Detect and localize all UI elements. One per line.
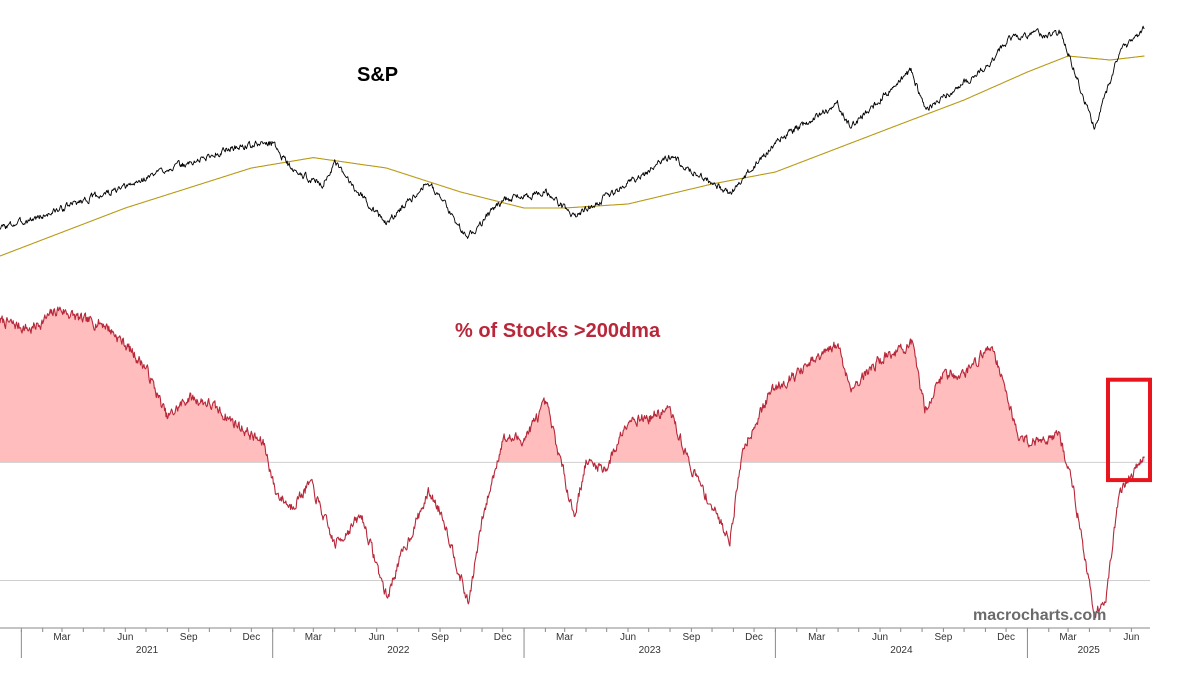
x-tick-label: Dec [494,632,512,643]
breadth-line [0,306,1145,618]
x-tick-label: Mar [808,632,826,643]
source-watermark: macrocharts.com [973,607,1107,624]
x-tick-label: Jun [1123,632,1139,643]
highlight-rectangle [1105,377,1153,483]
x-tick-label: Mar [556,632,574,643]
sp-title: S&P [357,64,399,86]
sp-panel [0,25,1145,257]
year-label: 2025 [1078,645,1101,656]
x-tick-label: Jun [620,632,636,643]
x-tick-label: Sep [682,632,700,643]
x-tick-label: Mar [53,632,71,643]
x-tick-label: Dec [745,632,763,643]
x-tick-label: Mar [305,632,323,643]
highlight-box [1105,377,1153,483]
year-label: 2024 [890,645,913,656]
x-tick-label: Mar [1059,632,1077,643]
year-label: 2022 [387,645,410,656]
sp-price-line [0,25,1145,239]
x-tick-label: Dec [997,632,1015,643]
breadth-panel [0,306,1150,618]
x-tick-label: Dec [242,632,260,643]
sp-200dma-line [0,55,1145,257]
x-tick-label: Sep [180,632,198,643]
breadth-fill [0,307,1145,463]
breadth-title: % of Stocks >200dma [455,320,661,342]
year-label: 2023 [639,645,662,656]
x-axis: Mar Jun Sep Dec Mar Jun Sep Dec Mar Jun Sep Dec Mar J… [0,627,1150,658]
x-tick-label: Jun [117,632,133,643]
x-tick-label: Jun [872,632,888,643]
x-tick-label: Jun [369,632,385,643]
x-tick-label: Sep [935,632,953,643]
x-tick-label: Sep [431,632,449,643]
year-label: 2021 [136,645,159,656]
